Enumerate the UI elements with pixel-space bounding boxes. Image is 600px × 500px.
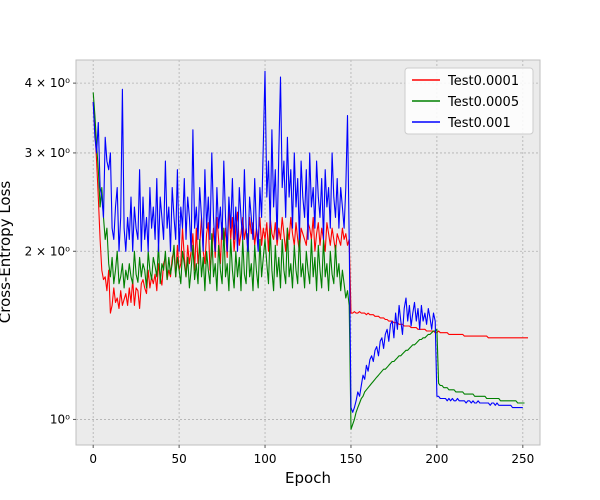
x-tick-label: 150	[340, 452, 363, 466]
x-tick-label: 100	[254, 452, 277, 466]
legend-box	[404, 67, 534, 135]
y-tick-label: 2 × 10⁰	[25, 244, 71, 258]
y-tick-label: 3 × 10⁰	[25, 146, 71, 160]
y-tick-label: 10⁰	[50, 412, 70, 426]
y-axis-ticks: 10⁰ 2 × 10⁰ 3 × 10⁰ 4 × 10⁰	[25, 76, 76, 426]
plot-frame	[75, 59, 541, 446]
series-line-3	[92, 70, 523, 413]
legend-label: Test0.0001	[447, 74, 519, 89]
y-tick-label: 4 × 10⁰	[25, 76, 71, 90]
series-line-2	[92, 92, 525, 430]
y-axis-label: Cross-Entropy Loss	[0, 181, 14, 324]
x-tick-label: 250	[511, 452, 534, 466]
x-tick-label: 200	[425, 452, 448, 466]
x-axis-label: Epoch	[285, 469, 331, 487]
series-lines	[92, 70, 528, 430]
x-tick-label: 0	[89, 452, 97, 466]
grid-lines	[76, 60, 540, 445]
x-axis-ticks: 0 50 100 150 200 250	[89, 445, 534, 466]
legend-label: Test0.001	[447, 116, 511, 131]
x-tick-label: 50	[171, 452, 186, 466]
legend: Test0.0001 Test0.0005 Test0.001	[404, 67, 534, 135]
legend-label: Test0.0005	[447, 95, 519, 110]
